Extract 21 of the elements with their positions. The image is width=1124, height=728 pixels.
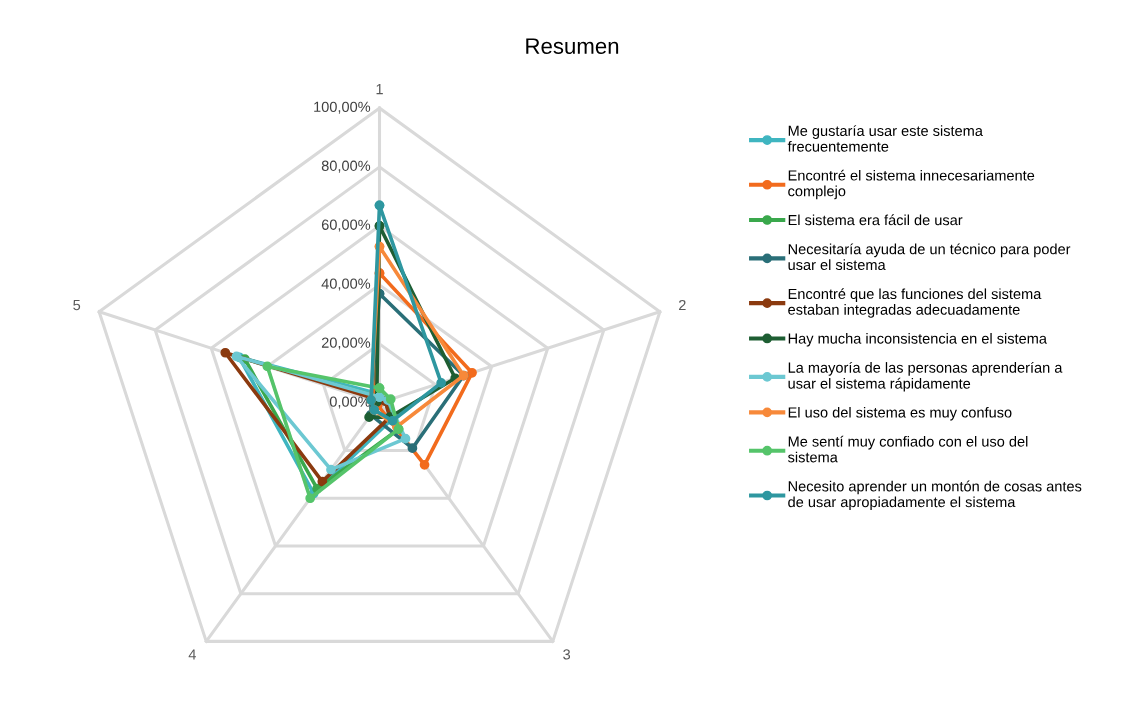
legend-label: Encontré el sistema innecesariamente complejo [788, 169, 1035, 200]
legend-label: Necesitaría ayuda de un técnico para poder usar el sistema [788, 243, 1071, 271]
chart-title: Resumen [526, 38, 619, 54]
y-tick-label: 100,00% [314, 101, 371, 114]
legend-label: Hay mucha inconsistencia en el sistema [788, 333, 1047, 347]
spoke-label: 5 [73, 300, 81, 311]
y-tick-label: 40,00% [321, 278, 371, 291]
spoke-label: 4 [188, 649, 196, 660]
legend-label: Encontré que las funciones del sistema estaban integradas adecuadamente [788, 288, 1042, 318]
legend-label: Necesito aprender un montón de cosas antes de usar apropiadamente el sistema [788, 480, 1082, 511]
legend-label: El sistema era fácil de usar [788, 214, 963, 226]
legend-label: Me sentí muy confiado con el uso del sistema [787, 435, 1028, 463]
spoke-label: 1 [376, 84, 383, 95]
y-tick-label: 20,00% [321, 337, 371, 350]
y-tick-label: 60,00% [321, 219, 371, 232]
spoke-label: 3 [563, 649, 571, 660]
y-tick-label: 80,00% [321, 160, 371, 173]
legend-label: La mayoría de las personas aprenderían a usar el sistema rápidamente [788, 361, 1063, 392]
legend-label: El uso del sistema es muy confuso [788, 406, 1012, 421]
spoke-label: 2 [678, 299, 686, 311]
legend-label: Me gustaría usar este sistema frecuentemente [787, 125, 983, 152]
